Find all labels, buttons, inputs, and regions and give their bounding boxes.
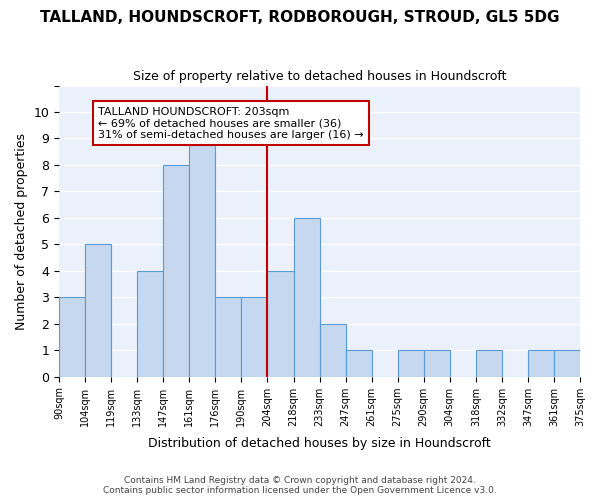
Bar <box>476 350 502 376</box>
Bar <box>241 298 268 376</box>
Bar <box>85 244 111 376</box>
Bar <box>137 271 163 376</box>
Bar <box>293 218 320 376</box>
Y-axis label: Number of detached properties: Number of detached properties <box>15 132 28 330</box>
Bar <box>346 350 371 376</box>
Bar <box>190 138 215 376</box>
Bar <box>163 165 190 376</box>
Bar <box>320 324 346 376</box>
Bar <box>528 350 554 376</box>
Bar <box>215 298 241 376</box>
Text: TALLAND HOUNDSCROFT: 203sqm
← 69% of detached houses are smaller (36)
31% of sem: TALLAND HOUNDSCROFT: 203sqm ← 69% of det… <box>98 106 364 140</box>
X-axis label: Distribution of detached houses by size in Houndscroft: Distribution of detached houses by size … <box>148 437 491 450</box>
Bar <box>554 350 580 376</box>
Bar <box>398 350 424 376</box>
Bar <box>424 350 450 376</box>
Title: Size of property relative to detached houses in Houndscroft: Size of property relative to detached ho… <box>133 70 506 83</box>
Bar <box>59 298 85 376</box>
Text: Contains HM Land Registry data © Crown copyright and database right 2024.
Contai: Contains HM Land Registry data © Crown c… <box>103 476 497 495</box>
Text: TALLAND, HOUNDSCROFT, RODBOROUGH, STROUD, GL5 5DG: TALLAND, HOUNDSCROFT, RODBOROUGH, STROUD… <box>40 10 560 25</box>
Bar <box>268 271 293 376</box>
